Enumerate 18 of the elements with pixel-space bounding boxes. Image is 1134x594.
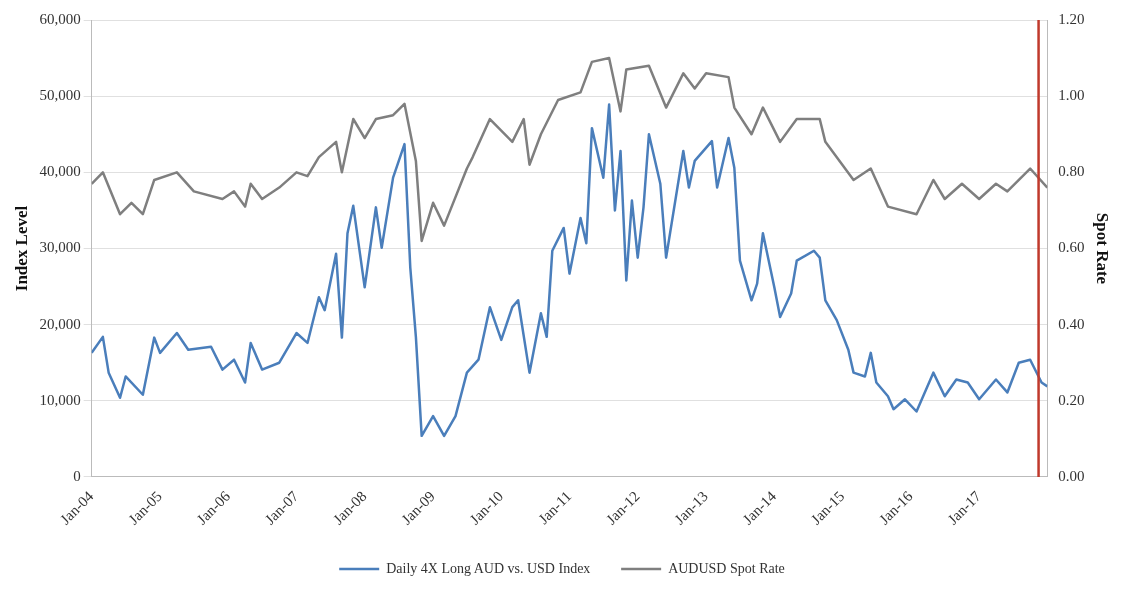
y-axis-title: Index Level xyxy=(11,205,31,292)
y2-tick-label: 0.60 xyxy=(1058,239,1085,256)
y2-axis-title: Spot Rate xyxy=(1093,212,1113,285)
y2-tick-label: 1.20 xyxy=(1058,10,1085,27)
y2-tick-label: 0.00 xyxy=(1058,467,1085,484)
y-tick-label: 20,000 xyxy=(39,315,81,332)
y-tick-label: 30,000 xyxy=(39,239,81,256)
legend-label: AUDUSD Spot Rate xyxy=(668,560,785,576)
y-tick-label: 0 xyxy=(73,467,81,484)
y-tick-label: 10,000 xyxy=(39,391,81,408)
y2-tick-label: 0.20 xyxy=(1058,391,1085,408)
legend-label: Daily 4X Long AUD vs. USD Index xyxy=(386,560,591,576)
y2-tick-label: 0.40 xyxy=(1058,315,1085,332)
y-tick-label: 60,000 xyxy=(39,10,81,27)
y2-tick-label: 0.80 xyxy=(1058,163,1085,180)
y-tick-label: 50,000 xyxy=(39,87,81,104)
y-tick-label: 40,000 xyxy=(39,163,81,180)
y2-tick-label: 1.00 xyxy=(1058,87,1085,104)
